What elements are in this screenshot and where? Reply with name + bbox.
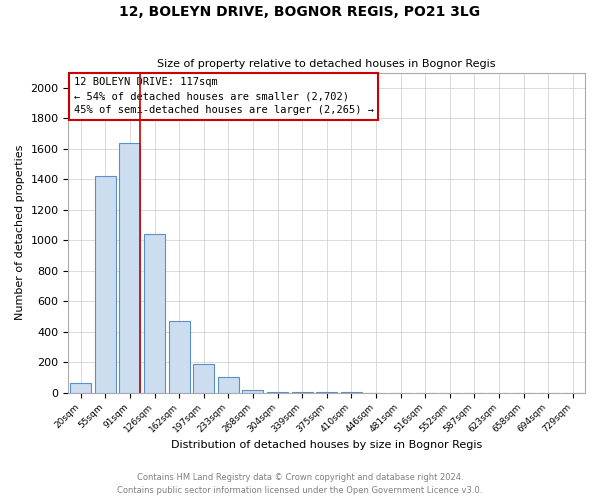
- Text: 12, BOLEYN DRIVE, BOGNOR REGIS, PO21 3LG: 12, BOLEYN DRIVE, BOGNOR REGIS, PO21 3LG: [119, 5, 481, 19]
- Bar: [144, 234, 165, 392]
- Bar: [70, 384, 91, 392]
- Bar: [218, 378, 239, 392]
- Bar: [242, 390, 263, 392]
- Title: Size of property relative to detached houses in Bognor Regis: Size of property relative to detached ho…: [157, 59, 496, 69]
- Bar: [169, 321, 190, 392]
- Y-axis label: Number of detached properties: Number of detached properties: [15, 145, 25, 320]
- X-axis label: Distribution of detached houses by size in Bognor Regis: Distribution of detached houses by size …: [171, 440, 482, 450]
- Bar: [193, 364, 214, 392]
- Text: 12 BOLEYN DRIVE: 117sqm
← 54% of detached houses are smaller (2,702)
45% of semi: 12 BOLEYN DRIVE: 117sqm ← 54% of detache…: [74, 78, 374, 116]
- Bar: [119, 142, 140, 392]
- Text: Contains HM Land Registry data © Crown copyright and database right 2024.
Contai: Contains HM Land Registry data © Crown c…: [118, 474, 482, 495]
- Bar: [95, 176, 116, 392]
